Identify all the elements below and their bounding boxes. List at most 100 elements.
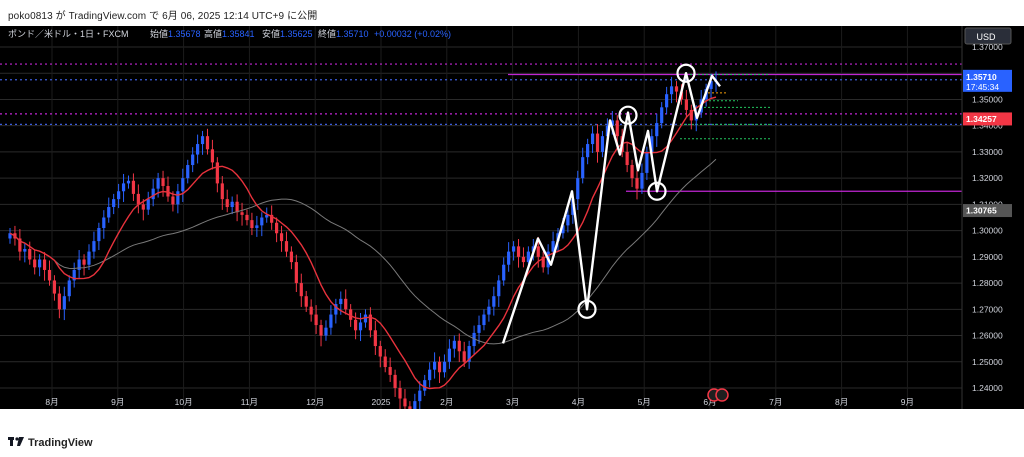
candle-body <box>492 296 496 307</box>
candle-body <box>57 293 61 310</box>
time-tick-label: 5月 <box>638 397 651 407</box>
price-axis[interactable]: USD 1.370001.360001.350001.340001.330001… <box>961 26 1024 409</box>
candle-body <box>665 94 669 108</box>
candle-body <box>171 196 175 205</box>
candle-body <box>161 178 165 187</box>
price-tick-label: 1.33000 <box>972 147 1003 157</box>
chart-svg[interactable]: ポンド／米ドル・1日・FXCM 始値 1.35678 高値 1.35841 安値… <box>0 21 1024 418</box>
candle-body <box>408 406 412 409</box>
legend-symbol: ポンド／米ドル・1日・FXCM <box>8 28 129 39</box>
last-price-tag-countdown: 17:45:34 <box>966 82 999 92</box>
time-tick-label: 7月 <box>769 397 782 407</box>
candle-body <box>590 133 595 145</box>
time-tick-label: 2月 <box>440 397 453 407</box>
candle-body <box>279 233 284 242</box>
time-tick-label: 6月 <box>703 397 716 407</box>
candle-body <box>655 123 659 137</box>
time-tick-label: 11月 <box>241 397 258 407</box>
candle-body <box>600 136 605 152</box>
candle-body <box>200 136 205 145</box>
ma-fast-price-tag-value: 1.34257 <box>966 114 997 124</box>
candle-body <box>8 233 12 239</box>
tradingview-brand[interactable]: TradingView <box>8 437 93 449</box>
price-tick-label: 1.30000 <box>972 226 1003 236</box>
candle-body <box>265 214 269 218</box>
candle-body <box>447 348 451 362</box>
candle-body <box>541 256 545 268</box>
moving-averages-layer <box>9 96 717 390</box>
candle-body <box>487 306 491 315</box>
tradingview-label: TradingView <box>28 437 93 449</box>
candle-body <box>467 346 471 362</box>
candle-body <box>141 204 145 210</box>
uk-event-icon[interactable] <box>715 388 729 402</box>
time-tick-label: 9月 <box>901 397 914 407</box>
swing-point-circle <box>647 181 667 201</box>
candle-body <box>329 314 333 328</box>
candle-body <box>92 241 96 252</box>
currency-label: USD <box>976 32 996 42</box>
last-price-tag-value: 1.35710 <box>966 72 997 82</box>
candle-body <box>669 86 674 95</box>
candle-body <box>566 214 570 226</box>
candle-body <box>398 388 402 399</box>
last-price-tag-bg <box>963 69 1012 92</box>
candle-body <box>102 217 106 228</box>
moving-average-fast <box>9 96 717 390</box>
candle-body <box>309 306 313 315</box>
candle-body <box>62 296 66 310</box>
moving-average-slow <box>9 158 717 345</box>
candle-body <box>452 340 456 349</box>
candle-body <box>660 107 664 124</box>
candle-body <box>107 207 111 218</box>
candle-body <box>87 251 91 265</box>
candle-body <box>674 86 679 92</box>
candle-body <box>358 322 363 331</box>
event-icons[interactable] <box>707 388 729 402</box>
candle-body <box>516 246 521 257</box>
candle-body <box>442 361 447 373</box>
candle-body <box>245 214 249 221</box>
candle-body <box>581 157 585 179</box>
candle-body <box>136 193 140 205</box>
candle-body <box>72 269 76 281</box>
chart-area[interactable]: ポンド／米ドル・1日・FXCM 始値 1.35678 高値 1.35841 安値… <box>0 21 1024 418</box>
candle-body <box>126 180 131 184</box>
candle-body <box>423 380 427 391</box>
symbol-legend: ポンド／米ドル・1日・FXCM 始値 1.35678 高値 1.35841 安値… <box>8 28 451 39</box>
candle-body <box>210 149 215 163</box>
time-axis[interactable]: 8月 9月 10月 11月 12月 2025 2月 3月 4月 5月 6月 7月 8月 9月 <box>45 397 914 407</box>
legend-low-value: 1.35625 <box>280 29 313 39</box>
candle-body <box>324 327 328 336</box>
time-tick-label: 4月 <box>572 397 585 407</box>
price-tick-label: 1.28000 <box>972 278 1003 288</box>
candle-body <box>388 367 392 375</box>
candle-body <box>146 199 150 210</box>
candle-body <box>630 165 634 179</box>
candle-body <box>33 259 37 268</box>
candle-body <box>270 214 274 223</box>
legend-high-label: 高値 <box>204 28 222 39</box>
currency-box[interactable] <box>964 27 1012 45</box>
price-tick-label: 1.24000 <box>972 383 1003 393</box>
candle-body <box>156 178 160 189</box>
time-tick-label: 8月 <box>45 397 58 407</box>
candle-body <box>250 220 254 228</box>
candle-body <box>526 251 530 263</box>
candle-body <box>615 120 619 137</box>
legend-close-label: 終値 <box>318 28 336 39</box>
candle-body <box>502 264 506 281</box>
candle-body <box>472 332 476 347</box>
candle-body <box>640 172 644 189</box>
candle-body <box>507 251 511 265</box>
price-tick-label: 1.34000 <box>972 121 1003 131</box>
candle-body <box>595 133 600 152</box>
candle-body <box>131 180 136 194</box>
candle-body <box>477 325 481 333</box>
candle-body <box>339 298 343 305</box>
candle-body <box>521 256 526 263</box>
chart-background <box>0 26 1024 409</box>
legend-open-label: 始値 <box>150 28 168 39</box>
candle-body <box>393 374 397 389</box>
candle-body <box>42 259 47 270</box>
